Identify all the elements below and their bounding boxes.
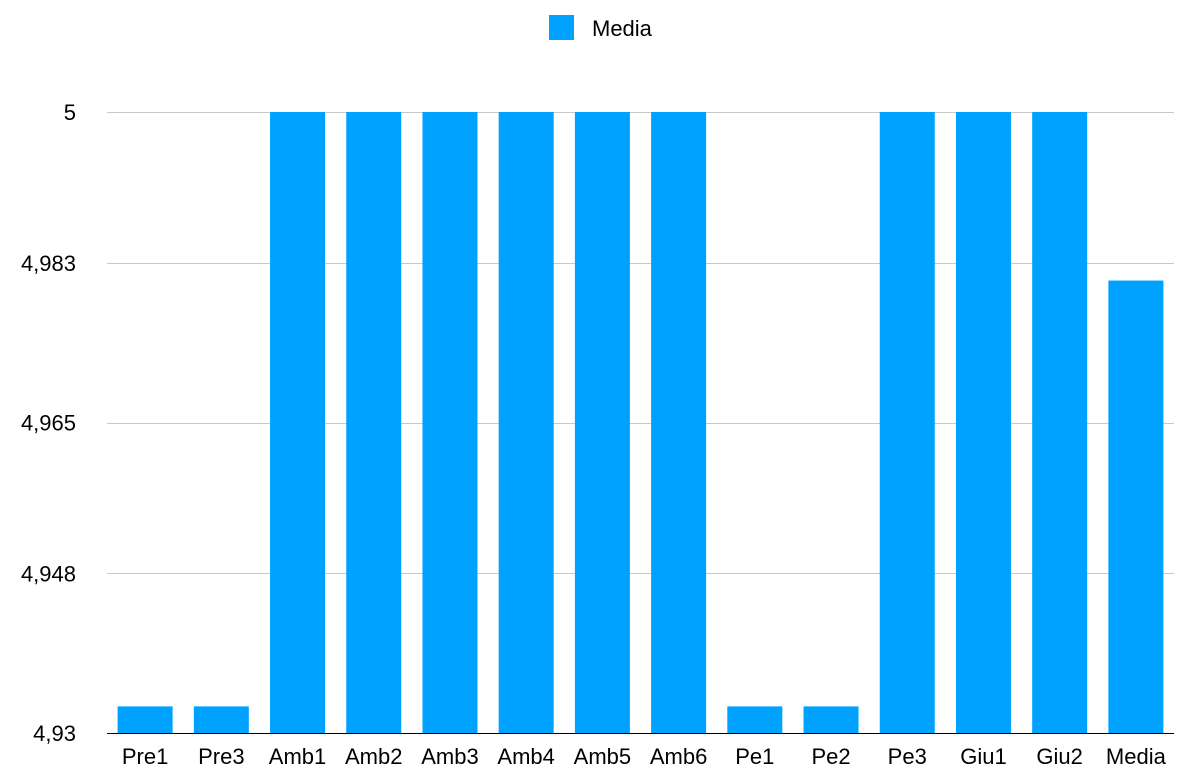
legend-swatch [549,15,574,40]
x-tick-label: Pre3 [198,744,244,769]
bar [574,112,630,733]
bar [803,706,859,733]
x-tick-label: Amb2 [345,744,402,769]
y-tick-label: 5 [64,100,76,125]
bar [422,112,478,733]
x-tick-label: Pe2 [811,744,850,769]
x-tick-label: Amb1 [269,744,326,769]
grid-lines [107,112,1174,574]
x-tick-label: Pe3 [888,744,927,769]
bar [1108,280,1164,733]
bar [117,706,173,733]
y-tick-label: 4,965 [21,411,76,436]
y-tick-label: 4,983 [21,251,76,276]
x-tick-label: Amb4 [497,744,554,769]
bar [346,112,402,733]
x-tick-label: Giu2 [1036,744,1082,769]
bar [270,112,326,733]
bar [193,706,249,733]
x-tick-label: Amb6 [650,744,707,769]
bars [117,112,1164,733]
x-tick-label: Amb3 [421,744,478,769]
x-tick-label: Giu1 [960,744,1006,769]
bar [955,112,1011,733]
chart-legend: Media [549,15,653,41]
x-tick-label: Pe1 [735,744,774,769]
y-tick-label: 4,93 [33,721,76,746]
y-axis-tick-labels: 4,93 4,948 4,965 4,983 5 [21,100,76,746]
x-axis-tick-labels: Pre1 Pre3 Amb1 Amb2 Amb3 Amb4 Amb5 Amb6 Pe1 Pe2 Pe… [122,744,1167,769]
x-tick-label: Amb5 [574,744,631,769]
legend-label-media: Media [592,16,653,41]
x-tick-label: Pre1 [122,744,168,769]
y-tick-label: 4,948 [21,561,76,586]
bar [879,112,935,733]
x-tick-label: Media [1106,744,1167,769]
bar [498,112,554,733]
bar [651,112,707,733]
bar [1032,112,1088,733]
bar [727,706,783,733]
